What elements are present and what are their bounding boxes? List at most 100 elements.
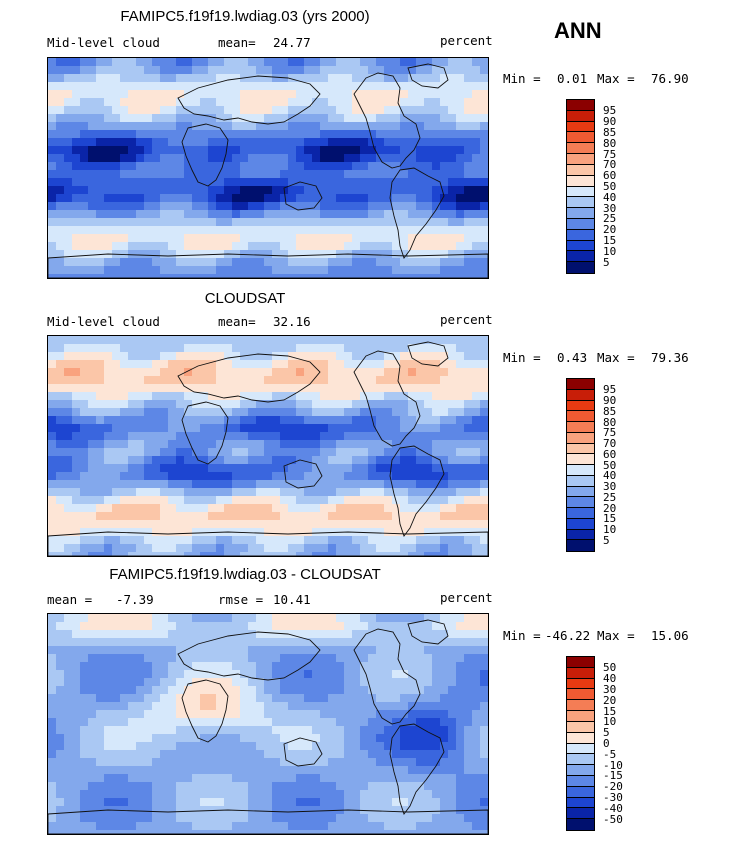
- colorbar-tick-label: 30: [603, 480, 617, 493]
- colorbar-segment: [567, 678, 594, 690]
- colorbar-segment: [567, 186, 594, 198]
- panel1-units: percent: [440, 33, 493, 48]
- colorbar-segment: [567, 540, 594, 551]
- colorbar-segment: [567, 121, 594, 133]
- panel3-units: percent: [440, 590, 493, 605]
- colorbar-tick-label: 75: [603, 426, 617, 440]
- panel2-min-label: Min =: [503, 350, 541, 365]
- colorbar-segment: [567, 400, 594, 412]
- panel1-min-value: 0.01: [557, 71, 588, 86]
- colorbar-tick-label: 10: [603, 244, 617, 258]
- colorbar-segment: [567, 389, 594, 401]
- colorbar-tick-label: 60: [603, 169, 617, 183]
- colorbar-segment: [567, 732, 594, 744]
- panel3-mean-label: mean =: [47, 592, 93, 607]
- colorbar-segment: [567, 754, 594, 766]
- colorbar-segment: [567, 154, 594, 165]
- coastline-outlines: [48, 63, 488, 278]
- panel1-max-label: Max =: [597, 71, 635, 86]
- colorbar-segment: [567, 110, 594, 122]
- colorbar-tick-label: 5: [603, 533, 610, 547]
- colorbar-tick-label: 85: [603, 125, 617, 139]
- panel3-min-value: -46.22: [545, 628, 591, 643]
- colorbar-segment: [567, 808, 594, 820]
- panel2-field: Mid-level cloud: [47, 314, 160, 329]
- colorbar-segment: [567, 529, 594, 541]
- panel1-colorbar: [566, 99, 595, 274]
- colorbar-tick-label: 50: [603, 180, 617, 193]
- colorbar-segment: [567, 432, 594, 444]
- colorbar-segment: [567, 132, 594, 144]
- panel1-min-label: Min =: [503, 71, 541, 86]
- colorbar-segment: [567, 775, 594, 787]
- colorbar-segment: [567, 100, 594, 111]
- colorbar-tick-label: 25: [603, 212, 617, 226]
- colorbar-segment: [567, 454, 594, 465]
- colorbar-tick-label: 30: [603, 682, 617, 696]
- panel2-title: CLOUDSAT: [204, 290, 286, 307]
- colorbar-segment: [567, 689, 594, 701]
- colorbar-tick-label: 10: [603, 523, 617, 536]
- colorbar-segment: [567, 497, 594, 508]
- colorbar-tick-label: 95: [603, 383, 617, 397]
- colorbar-segment: [567, 508, 594, 519]
- colorbar-segment: [567, 475, 594, 487]
- coastline-outlines: [48, 619, 488, 834]
- colorbar-segment: [567, 175, 594, 187]
- colorbar-tick-label: 30: [603, 201, 617, 215]
- colorbar-segment: [567, 411, 594, 422]
- colorbar-segment: [567, 218, 594, 230]
- colorbar-tick-label: -5: [603, 747, 617, 761]
- colorbar-segment: [567, 721, 594, 733]
- colorbar-tick-label: -50: [603, 812, 623, 826]
- colorbar-tick-label: 85: [603, 404, 617, 418]
- colorbar-tick-label: 20: [603, 693, 617, 707]
- colorbar-tick-label: 25: [603, 490, 617, 504]
- colorbar-segment: [567, 486, 594, 498]
- colorbar-tick-label: -15: [603, 769, 623, 783]
- colorbar-segment: [567, 518, 594, 530]
- panel2-max-label: Max =: [597, 350, 635, 365]
- colorbar-tick-label: 5: [603, 255, 610, 269]
- colorbar-segment: [567, 443, 594, 455]
- colorbar-tick-label: 15: [603, 234, 617, 248]
- colorbar-tick-label: -40: [603, 801, 623, 815]
- colorbar-tick-label: 0: [603, 737, 610, 750]
- panel3-title: FAMIPC5.f19f19.lwdiag.03 - CLOUDSAT: [109, 566, 381, 583]
- colorbar-tick-label: 5: [603, 726, 610, 740]
- colorbar-tick-label: 90: [603, 394, 617, 407]
- colorbar-tick-label: 40: [603, 469, 617, 483]
- panel3-colorbar: [566, 656, 595, 831]
- panel3-mean-value: -7.39: [116, 592, 154, 607]
- colorbar-segment: [567, 700, 594, 712]
- colorbar-segment: [567, 143, 594, 155]
- panel2-mean-label: mean=: [218, 314, 256, 329]
- coastline-outlines: [48, 341, 488, 556]
- panel1-mean-value: 24.77: [273, 35, 311, 50]
- panel3-map: [47, 613, 489, 835]
- colorbar-tick-label: 95: [603, 104, 617, 118]
- panel3-max-label: Max =: [597, 628, 635, 643]
- season-label: ANN: [554, 18, 602, 43]
- colorbar-tick-label: 15: [603, 704, 617, 718]
- panel2-max-value: 79.36: [651, 350, 689, 365]
- panel1-field: Mid-level cloud: [47, 35, 160, 50]
- colorbar-tick-label: 80: [603, 136, 617, 150]
- colorbar-segment: [567, 786, 594, 798]
- panel3-min-label: Min =: [503, 628, 541, 643]
- colorbar-tick-label: 75: [603, 147, 617, 161]
- panel1-mean-label: mean=: [218, 35, 256, 50]
- colorbar-segment: [567, 197, 594, 209]
- colorbar-segment: [567, 819, 594, 830]
- colorbar-tick-label: 70: [603, 158, 617, 172]
- colorbar-tick-label: 40: [603, 672, 617, 686]
- panel2-units: percent: [440, 312, 493, 327]
- colorbar-tick-label: 15: [603, 512, 617, 526]
- colorbar-tick-label: -20: [603, 780, 623, 794]
- colorbar-segment: [567, 208, 594, 219]
- panel2-min-value: 0.43: [557, 350, 588, 365]
- colorbar-segment: [567, 164, 594, 176]
- colorbar-segment: [567, 797, 594, 809]
- colorbar-tick-label: 50: [603, 661, 617, 675]
- colorbar-tick-label: 80: [603, 415, 617, 429]
